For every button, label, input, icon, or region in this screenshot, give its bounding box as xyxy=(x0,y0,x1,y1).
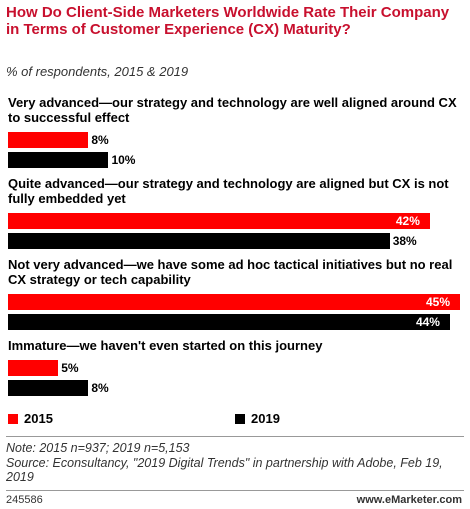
legend-entry: 2019 xyxy=(235,411,280,426)
bar-row: 8% xyxy=(0,132,470,148)
category-group: Not very advanced—we have some ad hoc ta… xyxy=(0,257,470,330)
chart-title: How Do Client-Side Marketers Worldwide R… xyxy=(6,4,450,38)
category-group: Immature—we haven't even started on this… xyxy=(0,338,470,396)
category-label: Not very advanced—we have some ad hoc ta… xyxy=(8,257,453,287)
category-label: Quite advanced—our strategy and technolo… xyxy=(8,176,449,206)
value-label: 5% xyxy=(61,361,79,375)
value-label: 8% xyxy=(91,133,109,147)
legend-entry: 2015 xyxy=(8,411,53,426)
value-label: 42% xyxy=(395,214,420,228)
bar-row: 42% xyxy=(0,213,470,229)
chart-id: 245586 xyxy=(6,494,43,506)
bar xyxy=(8,294,460,310)
legend-label: 2015 xyxy=(24,411,53,426)
bar-row: 38% xyxy=(0,233,470,249)
bar xyxy=(8,380,89,396)
legend-swatch xyxy=(235,414,245,424)
bar-row: 45% xyxy=(0,294,470,310)
note: Note: 2015 n=937; 2019 n=5,153 xyxy=(6,441,190,455)
bar xyxy=(8,360,59,376)
source: Source: Econsultancy, "2019 Digital Tren… xyxy=(6,456,443,484)
separator xyxy=(6,436,464,437)
value-label: 38% xyxy=(392,234,417,248)
bar xyxy=(8,314,450,330)
category-group: Very advanced—our strategy and technolog… xyxy=(0,95,470,168)
bar-row: 8% xyxy=(0,380,470,396)
value-label: 10% xyxy=(111,153,136,167)
category-group: Quite advanced—our strategy and technolo… xyxy=(0,176,470,249)
bar-row: 10% xyxy=(0,152,470,168)
site: www.eMarketer.com xyxy=(356,494,462,506)
value-label: 8% xyxy=(91,381,109,395)
legend-swatch xyxy=(8,414,18,424)
category-label: Very advanced—our strategy and technolog… xyxy=(8,95,457,125)
plot-area: Very advanced—our strategy and technolog… xyxy=(0,95,470,404)
value-label: 44% xyxy=(415,315,440,329)
bar-row: 44% xyxy=(0,314,470,330)
bar-row: 5% xyxy=(0,360,470,376)
bar xyxy=(8,152,109,168)
bar xyxy=(8,132,89,148)
bar xyxy=(8,233,390,249)
value-label: 45% xyxy=(426,295,451,309)
legend: 2015 2019 xyxy=(0,411,470,427)
chart-subtitle: % of respondents, 2015 & 2019 xyxy=(6,64,189,79)
legend-label: 2019 xyxy=(251,411,280,426)
separator xyxy=(6,490,464,491)
bar xyxy=(8,213,430,229)
category-label: Immature—we haven't even started on this… xyxy=(8,338,323,353)
